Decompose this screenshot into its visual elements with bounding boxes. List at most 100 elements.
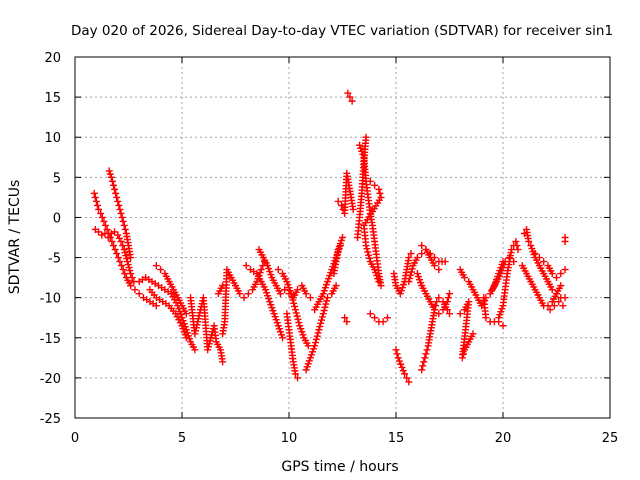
data-point xyxy=(93,201,101,209)
data-point xyxy=(110,181,118,189)
data-point xyxy=(341,314,349,322)
data-point xyxy=(366,310,374,318)
data-point xyxy=(365,251,373,259)
data-point xyxy=(555,298,563,306)
data-point xyxy=(182,334,190,342)
data-point xyxy=(512,238,520,246)
data-point xyxy=(274,266,282,274)
data-point xyxy=(276,290,284,298)
data-point xyxy=(107,173,115,181)
data-point xyxy=(293,312,301,320)
data-point xyxy=(397,360,405,368)
data-point xyxy=(108,177,116,185)
data-point xyxy=(460,274,468,282)
grid-lines xyxy=(75,57,610,418)
data-point xyxy=(120,221,128,229)
data-point xyxy=(316,323,324,331)
data-point xyxy=(344,89,352,97)
data-point xyxy=(371,181,379,189)
y-tick-label: 0 xyxy=(53,211,61,226)
data-point xyxy=(393,350,401,358)
data-point xyxy=(317,319,325,327)
data-point xyxy=(377,282,385,290)
data-point xyxy=(405,378,413,386)
data-point xyxy=(432,302,440,310)
data-point xyxy=(420,358,428,366)
data-point xyxy=(116,205,124,213)
data-point xyxy=(117,209,125,217)
data-point xyxy=(364,248,372,256)
data-point xyxy=(318,313,326,321)
data-point xyxy=(508,246,516,254)
data-point xyxy=(441,258,449,266)
data-point xyxy=(152,302,160,310)
data-point xyxy=(110,242,118,250)
data-point xyxy=(290,299,298,307)
data-point xyxy=(90,189,98,197)
data-point xyxy=(257,266,265,274)
data-point xyxy=(131,286,139,294)
data-point xyxy=(320,307,328,315)
data-point xyxy=(101,221,109,229)
data-point xyxy=(312,335,320,343)
data-point xyxy=(294,315,302,323)
data-point xyxy=(236,290,244,298)
data-point xyxy=(104,234,112,241)
data-point xyxy=(406,274,414,282)
y-tick-label: -10 xyxy=(40,292,61,307)
data-point xyxy=(306,294,314,302)
x-tick-label: 15 xyxy=(388,431,405,446)
data-point xyxy=(114,231,122,239)
data-point xyxy=(505,254,513,262)
data-point xyxy=(294,374,302,382)
data-point xyxy=(240,294,248,302)
x-axis-label: GPS time / hours xyxy=(281,459,398,475)
data-point xyxy=(111,228,119,236)
data-point xyxy=(92,197,100,205)
data-point xyxy=(114,254,122,262)
data-point xyxy=(456,310,464,318)
data-point xyxy=(544,302,552,310)
data-point xyxy=(312,339,320,347)
data-point xyxy=(119,266,127,274)
data-point xyxy=(469,330,477,338)
data-point xyxy=(431,306,439,314)
data-point xyxy=(311,342,319,350)
data-point xyxy=(294,286,302,294)
data-point xyxy=(383,314,391,322)
data-point xyxy=(365,254,373,262)
data-point xyxy=(343,318,351,326)
data-point xyxy=(113,193,121,201)
data-point xyxy=(318,316,326,324)
data-point xyxy=(435,294,443,302)
data-point xyxy=(334,197,342,205)
data-point xyxy=(304,342,312,350)
data-point xyxy=(379,318,387,326)
data-point xyxy=(106,170,114,178)
data-point xyxy=(118,213,126,221)
data-point xyxy=(292,309,300,317)
y-tick-label: 5 xyxy=(53,171,61,186)
data-point xyxy=(548,270,556,278)
data-point xyxy=(435,310,443,318)
x-tick-label: 0 xyxy=(71,431,79,446)
data-point xyxy=(443,306,451,314)
data-point xyxy=(363,245,371,253)
data-point xyxy=(499,322,507,330)
data-point xyxy=(431,262,439,270)
data-point xyxy=(392,346,400,354)
data-point xyxy=(289,296,297,304)
data-point xyxy=(113,250,121,258)
data-point xyxy=(407,250,415,258)
data-point xyxy=(219,358,227,366)
data-point xyxy=(561,266,569,274)
y-tick-label: -15 xyxy=(40,332,61,347)
data-point xyxy=(119,242,127,250)
data-point xyxy=(332,282,340,290)
data-point xyxy=(313,332,321,340)
data-point xyxy=(97,209,105,217)
data-point xyxy=(557,270,565,278)
data-point xyxy=(557,282,565,290)
data-point xyxy=(101,229,109,237)
